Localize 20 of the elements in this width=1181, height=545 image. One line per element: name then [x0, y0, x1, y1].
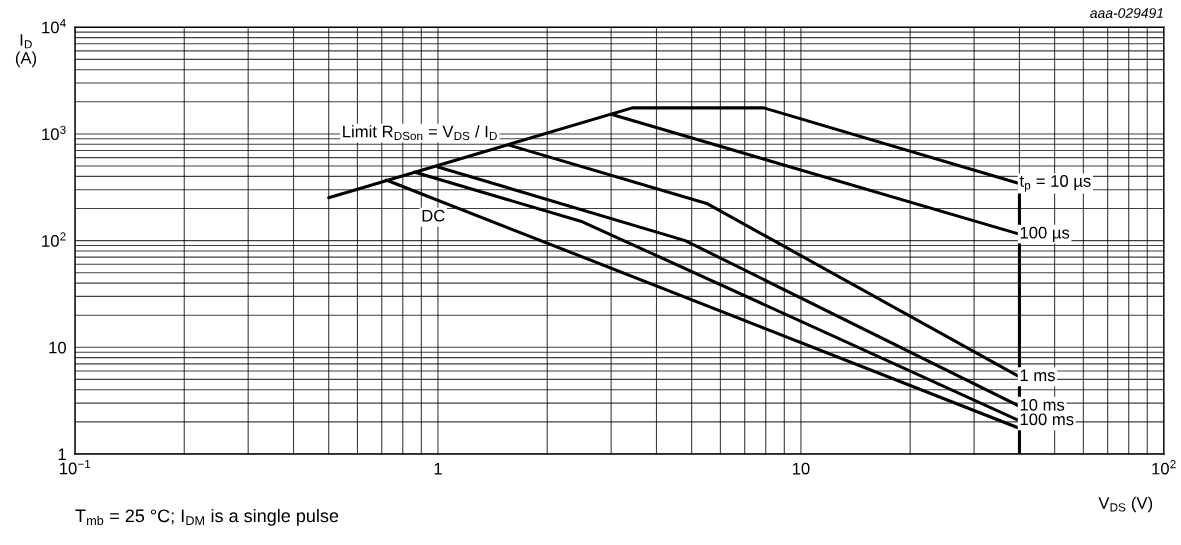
y-tick-label: 10 — [49, 341, 67, 354]
annotation: DC — [422, 209, 445, 222]
y-tick-label: 10$^{3}$ — [42, 125, 66, 141]
x-tick-label: 10 — [792, 462, 810, 475]
series-label: t$_{p}$ = 10 µs — [1019, 175, 1091, 192]
series-label: 100 ms — [1020, 413, 1074, 426]
series-label: 10 ms — [1020, 398, 1065, 411]
series-label: 100 µs — [1020, 226, 1070, 242]
x-tick-label: 1 — [434, 462, 442, 475]
y-tick-label: 10$^{2}$ — [42, 232, 66, 247]
y-tick-label: 1 — [58, 448, 66, 461]
text: aaa-029491 — [1090, 8, 1163, 18]
x-tick-label: 10$^{−1}$ — [60, 460, 91, 475]
x-axis-title: V$_{DS}$ (V) — [1098, 496, 1153, 513]
y-tick-label: 10$^{4}$ — [42, 18, 66, 34]
text: T$_{mb}$ = 25 °C; I$_{DM}$ is a single pulse — [75, 508, 339, 526]
y-axis-title: I$_{D}$ (A) — [15, 34, 37, 68]
annotation: Limit R$_{DSon}$ = V$_{DS}$ / I$_{D}$ — [343, 125, 497, 141]
x-tick-label: 10$^{2}$ — [1152, 460, 1176, 475]
series-label: 1 ms — [1020, 369, 1055, 382]
